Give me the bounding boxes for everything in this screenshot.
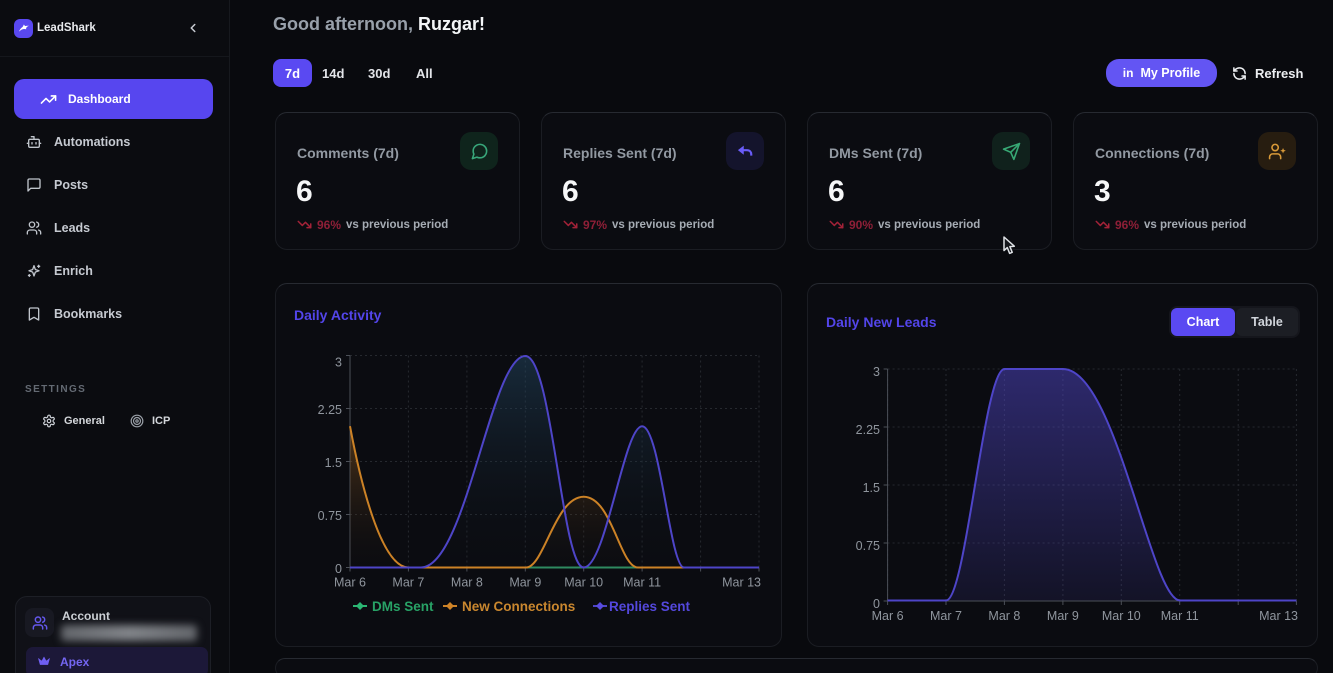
svg-text:Mar 8: Mar 8 — [451, 576, 483, 590]
svg-text:Mar 13: Mar 13 — [1259, 609, 1298, 623]
svg-text:0.75: 0.75 — [318, 509, 342, 523]
svg-text:Mar 7: Mar 7 — [930, 609, 962, 623]
svg-text:1.5: 1.5 — [325, 456, 342, 470]
svg-text:Mar 9: Mar 9 — [509, 576, 541, 590]
svg-text:Mar 11: Mar 11 — [1161, 609, 1199, 623]
svg-text:0: 0 — [873, 597, 880, 611]
svg-text:0: 0 — [335, 562, 342, 576]
svg-text:Mar 6: Mar 6 — [334, 576, 366, 590]
svg-text:Mar 8: Mar 8 — [988, 609, 1020, 623]
svg-text:Mar 13: Mar 13 — [722, 576, 761, 590]
svg-text:Mar 9: Mar 9 — [1047, 609, 1079, 623]
svg-text:Mar 7: Mar 7 — [392, 576, 424, 590]
svg-text:DMs Sent: DMs Sent — [372, 599, 434, 614]
svg-text:2.25: 2.25 — [856, 423, 880, 437]
svg-text:Replies Sent: Replies Sent — [609, 599, 691, 614]
svg-text:3: 3 — [873, 365, 880, 379]
svg-text:Mar 11: Mar 11 — [623, 576, 661, 590]
svg-text:Mar 10: Mar 10 — [1102, 609, 1141, 623]
svg-text:Mar 10: Mar 10 — [564, 576, 603, 590]
svg-text:1.5: 1.5 — [863, 481, 880, 495]
svg-text:2.25: 2.25 — [318, 403, 342, 417]
svg-text:New Connections: New Connections — [462, 599, 575, 614]
svg-text:3: 3 — [335, 356, 342, 370]
svg-text:0.75: 0.75 — [856, 539, 880, 553]
svg-text:Mar 6: Mar 6 — [872, 609, 904, 623]
